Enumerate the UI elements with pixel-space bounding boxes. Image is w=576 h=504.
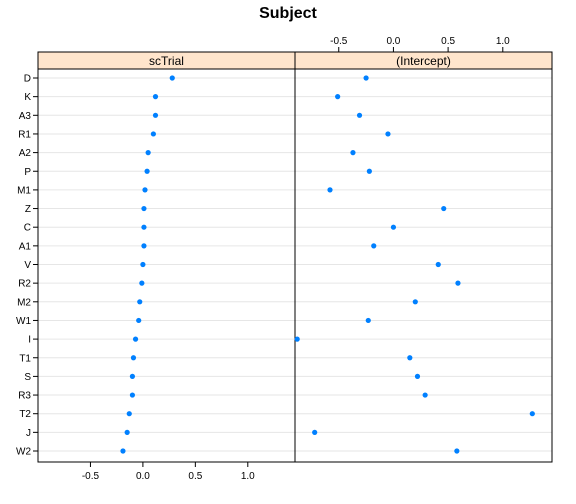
data-point [152, 94, 159, 100]
x-tick-label: -0.5 [330, 36, 348, 47]
category-label: M2 [17, 297, 31, 308]
category-label: V [24, 260, 31, 271]
x-tick-label: 0.5 [188, 471, 202, 482]
category-label: P [24, 167, 31, 178]
x-tick-label: 1.0 [496, 36, 510, 47]
category-label: S [24, 372, 31, 383]
category-label: A1 [19, 241, 32, 252]
category-label: R3 [18, 391, 31, 402]
panel-strip-label: scTrial [149, 54, 184, 68]
category-label: A2 [19, 148, 32, 159]
data-point [169, 75, 175, 81]
category-label: M1 [17, 185, 31, 196]
category-label: W1 [16, 316, 31, 327]
x-tick-label: 1.0 [241, 471, 255, 482]
panel-frames [37, 68, 553, 463]
category-label: T2 [19, 409, 31, 420]
x-tick-label: 0.0 [386, 36, 400, 47]
data-point [136, 317, 142, 324]
data-point [129, 392, 136, 398]
axis-ticks: -0.5 0.0 0.5 1.0 -0.5 0.0 0.5 1.0 [33, 36, 510, 482]
data-point [152, 112, 159, 118]
category-label: A3 [19, 111, 32, 122]
category-labels: DK A3 R1 A2 P M1 ZC A1 V R2 M2 W1 I T1 S R3 T2 J W2 [16, 74, 31, 458]
category-label: T1 [19, 353, 31, 364]
x-tick-label: 0.0 [136, 471, 150, 482]
category-label: R1 [18, 129, 31, 140]
data-point [412, 299, 418, 305]
data-point [350, 150, 356, 156]
data-point [365, 317, 371, 324]
grid-layer [38, 77, 552, 452]
data-point [335, 94, 341, 100]
data-point [435, 261, 441, 268]
data-point [126, 411, 132, 417]
data-point [441, 205, 447, 212]
data-point [142, 187, 148, 193]
chart-title: Subject [259, 5, 317, 22]
panel-strip [294, 51, 553, 70]
data-point [124, 429, 130, 435]
category-label: Z [25, 204, 31, 215]
x-tick-label: -0.5 [82, 471, 100, 482]
panel-strips: scTrial (Intercept) [37, 51, 553, 70]
panel-strip-label: (Intercept) [396, 54, 451, 68]
panel-frame [37, 68, 296, 463]
data-point [422, 392, 428, 398]
data-point [455, 280, 461, 286]
category-label: D [24, 74, 31, 85]
data-points [120, 75, 535, 454]
data-point [312, 429, 318, 435]
data-point [129, 373, 136, 379]
data-point [366, 168, 372, 174]
data-point [141, 224, 147, 230]
data-point [140, 261, 146, 268]
category-label: C [24, 223, 31, 234]
data-point [150, 131, 156, 137]
category-label: R2 [18, 279, 31, 290]
data-point [144, 168, 150, 174]
data-point [294, 336, 300, 342]
data-point [385, 131, 391, 137]
data-point [529, 411, 535, 417]
data-point [363, 75, 369, 81]
data-point [407, 355, 413, 361]
data-point [327, 187, 333, 193]
category-label: K [24, 92, 31, 103]
x-tick-label: 0.5 [441, 36, 455, 47]
data-point [130, 355, 137, 361]
category-label: W2 [16, 447, 31, 458]
category-label: I [28, 335, 31, 346]
data-point [120, 448, 126, 454]
data-point [137, 299, 143, 305]
data-point [145, 150, 151, 156]
data-point [454, 448, 460, 454]
category-label: J [26, 428, 31, 439]
data-point [141, 243, 147, 249]
panel-frame [294, 68, 553, 463]
data-point [139, 280, 145, 286]
data-point [141, 205, 147, 212]
data-point [132, 336, 139, 342]
data-point [390, 224, 397, 230]
data-point [371, 243, 377, 249]
data-point [414, 373, 421, 379]
data-point [356, 112, 363, 118]
